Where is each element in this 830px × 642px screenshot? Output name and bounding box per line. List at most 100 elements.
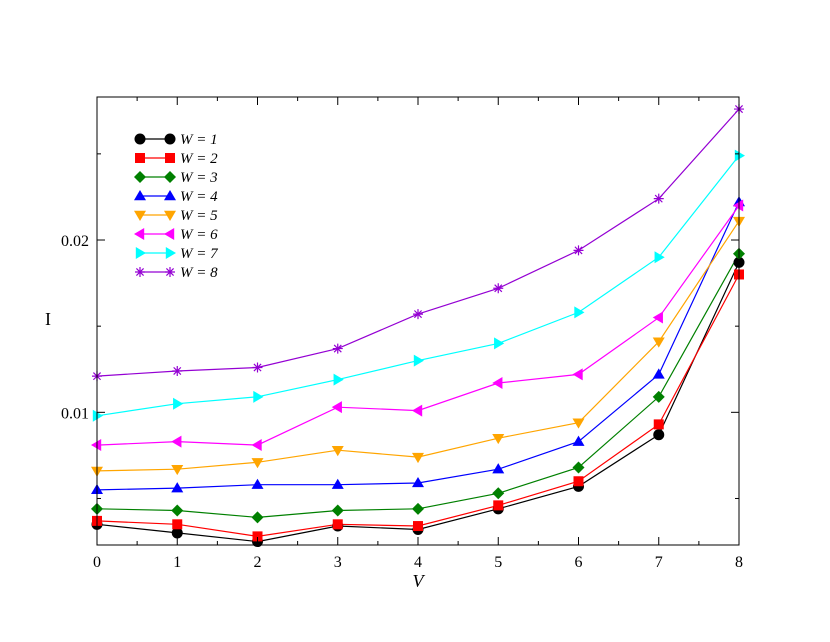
- data-point: [92, 409, 103, 422]
- data-point: [172, 365, 183, 376]
- data-point: [572, 368, 583, 381]
- data-point: [253, 390, 264, 403]
- legend-marker: [164, 190, 176, 201]
- x-tick-label: 0: [93, 554, 101, 571]
- data-point: [412, 502, 424, 515]
- legend-label: W = 7: [180, 246, 219, 262]
- x-tick-label: 8: [735, 554, 743, 571]
- data-point: [494, 337, 505, 350]
- data-point: [653, 419, 664, 430]
- data-point: [412, 476, 424, 488]
- data-point: [413, 521, 423, 532]
- data-point: [572, 435, 585, 446]
- data-point: [252, 362, 263, 373]
- legend-item: W = 7: [135, 246, 219, 262]
- legend-item: W = 4: [134, 189, 218, 205]
- data-point: [171, 435, 182, 448]
- data-point: [572, 418, 585, 429]
- legend-marker: [164, 171, 176, 183]
- data-point: [331, 446, 344, 457]
- legend-marker: [164, 228, 175, 240]
- legend-marker: [134, 171, 146, 183]
- data-point: [653, 429, 665, 441]
- data-point: [333, 373, 344, 386]
- legend: W = 1 W = 2 W = 3 W = 4 W = 5 W = 6 W = 7 W = 8: [134, 132, 219, 281]
- legend-marker: [135, 247, 146, 259]
- data-point: [652, 368, 665, 379]
- x-tick-label: 4: [414, 554, 422, 571]
- x-tick-label: 2: [254, 554, 262, 571]
- data-point: [171, 482, 184, 493]
- y-tick-label: 0.01: [61, 405, 89, 422]
- data-point: [332, 343, 343, 354]
- data-point: [251, 511, 264, 524]
- legend-marker: [134, 228, 145, 240]
- legend-marker: [134, 190, 146, 201]
- legend-marker: [165, 153, 175, 163]
- data-point: [573, 476, 584, 487]
- series-markers: [91, 104, 745, 548]
- data-point: [654, 251, 665, 264]
- legend-marker: [164, 210, 176, 221]
- legend-item: W = 3: [134, 170, 218, 186]
- legend-label: W = 3: [180, 170, 218, 186]
- data-point: [413, 309, 423, 320]
- legend-marker: [135, 267, 145, 277]
- x-tick-label: 3: [334, 554, 342, 571]
- data-point: [412, 452, 424, 464]
- data-point: [493, 283, 504, 294]
- data-point: [413, 354, 424, 367]
- data-point: [733, 199, 744, 212]
- data-point: [252, 531, 263, 542]
- legend-label: W = 4: [180, 189, 218, 205]
- y-tick-label: 0.02: [61, 233, 89, 250]
- data-point: [91, 439, 102, 452]
- legend-marker: [165, 267, 175, 277]
- data-point: [331, 478, 344, 489]
- legend-marker: [134, 133, 146, 145]
- x-tick-label: 5: [494, 554, 502, 571]
- legend-item: W = 1: [134, 132, 218, 148]
- legend-label: W = 1: [180, 132, 218, 148]
- legend-item: W = 6: [134, 227, 218, 243]
- legend-item: W = 2: [135, 151, 218, 167]
- legend-label: W = 2: [180, 151, 218, 167]
- legend-marker: [164, 133, 176, 145]
- data-point: [331, 504, 344, 517]
- data-point: [652, 390, 665, 403]
- x-axis-ticks: 0 1 2 3 4 5 6 7 8: [93, 97, 743, 571]
- data-point: [734, 149, 745, 162]
- legend-label: W = 8: [180, 265, 218, 281]
- data-point: [492, 463, 505, 474]
- data-point: [171, 504, 184, 517]
- y-axis-label: I: [45, 309, 51, 329]
- data-point: [574, 306, 585, 319]
- x-tick-label: 1: [173, 554, 181, 571]
- data-point: [572, 461, 585, 474]
- data-point: [251, 439, 262, 452]
- legend-item: W = 8: [135, 265, 218, 281]
- data-point: [492, 433, 505, 445]
- x-tick-label: 7: [655, 554, 663, 571]
- data-point: [492, 377, 503, 390]
- legend-marker: [165, 247, 176, 259]
- data-point: [171, 527, 183, 539]
- data-point: [173, 397, 184, 410]
- x-tick-label: 6: [575, 554, 583, 571]
- data-point: [492, 487, 505, 500]
- data-point: [653, 193, 664, 204]
- data-point: [332, 519, 343, 530]
- data-point: [412, 404, 423, 417]
- data-point: [652, 311, 663, 324]
- data-point: [493, 500, 504, 511]
- legend-item: W = 5: [134, 208, 218, 224]
- y-axis-ticks: 0.01 0.02: [61, 153, 739, 499]
- legend-label: W = 6: [180, 227, 218, 243]
- legend-marker: [134, 210, 146, 221]
- data-point: [251, 458, 264, 469]
- data-point: [172, 519, 183, 530]
- data-point: [331, 401, 342, 414]
- x-axis-label: V: [413, 571, 426, 591]
- data-point: [251, 478, 264, 489]
